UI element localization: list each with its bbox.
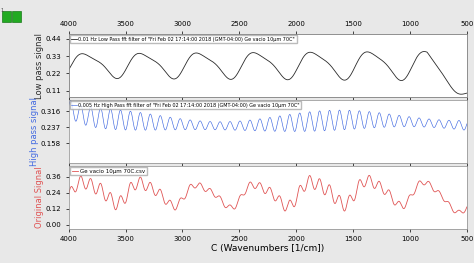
Y-axis label: Original Signal: Original Signal (35, 166, 44, 228)
Legend: 0.01 Hz Low Pass fft filter of "Fri Feb 02 17:14:00 2018 (GMT-04:00) Ge vacio 10: 0.01 Hz Low Pass fft filter of "Fri Feb … (70, 35, 297, 43)
X-axis label: C (Wavenumbers [1/cm]): C (Wavenumbers [1/cm]) (211, 244, 324, 253)
Legend: Ge vacio 10μm 70C.csv: Ge vacio 10μm 70C.csv (70, 167, 146, 175)
Text: 1: 1 (1, 8, 4, 13)
Y-axis label: Low pass signal: Low pass signal (35, 33, 44, 99)
Legend: 0.005 Hz High Pass fft filter of "Fri Feb 02 17:14:00 2018 (GMT-04:00) Ge vacio : 0.005 Hz High Pass fft filter of "Fri Fe… (70, 101, 301, 109)
Y-axis label: High pass signal: High pass signal (30, 97, 39, 166)
